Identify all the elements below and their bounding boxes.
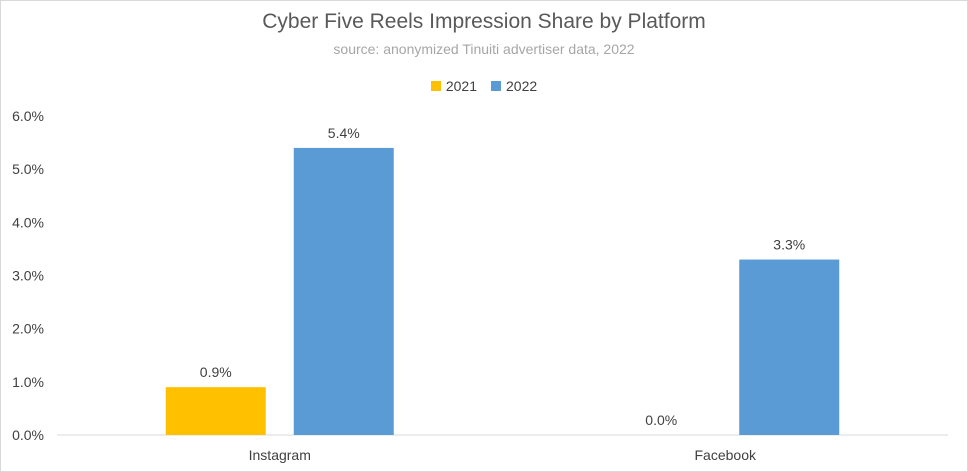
y-tick-label: 6.0% <box>12 108 44 124</box>
data-label: 0.9% <box>200 364 232 380</box>
data-label: 5.4% <box>328 125 360 141</box>
legend-item-2022: 2022 <box>491 78 537 94</box>
bar-2022-facebook <box>739 259 840 435</box>
y-tick-label: 0.0% <box>12 427 44 443</box>
y-tick-label: 3.0% <box>12 268 44 284</box>
chart-title: Cyber Five Reels Impression Share by Pla… <box>262 10 706 33</box>
y-tick-label: 2.0% <box>12 321 44 337</box>
x-tick-label: Instagram <box>249 447 311 463</box>
bar-2022-instagram <box>293 147 394 435</box>
y-tick-label: 4.0% <box>12 214 44 230</box>
data-label: 3.3% <box>773 237 805 253</box>
bar-2021-instagram <box>165 387 266 435</box>
legend-swatch-2022 <box>491 81 501 91</box>
legend-label-2021: 2021 <box>445 78 477 94</box>
y-tick-label: 5.0% <box>12 161 44 177</box>
y-tick-label: 1.0% <box>12 374 44 390</box>
chart-subtitle: source: anonymized Tinuiti advertiser da… <box>333 41 635 57</box>
chart-legend: 2021 2022 <box>0 78 968 94</box>
legend-item-2021: 2021 <box>430 78 477 94</box>
x-tick-label: Facebook <box>695 447 757 463</box>
legend-swatch-2021 <box>430 81 441 91</box>
legend-label-2022: 2022 <box>506 78 538 94</box>
data-label: 0.0% <box>645 412 677 428</box>
